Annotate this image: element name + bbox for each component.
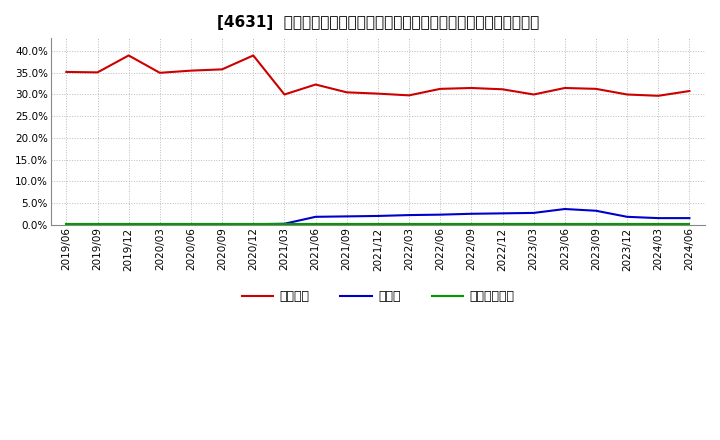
Legend: 自己資本, のれん, 繰延税金資産: 自己資本, のれん, 繰延税金資産 (237, 285, 519, 308)
繰延税金資産 (186, 222, 195, 227)
自己資本 (436, 86, 444, 92)
繰延税金資産 (343, 222, 351, 227)
繰延税金資産 (623, 222, 631, 227)
繰延税金資産 (280, 222, 289, 227)
のれん (218, 222, 227, 227)
のれん (654, 216, 662, 221)
のれん (436, 212, 444, 217)
のれん (685, 216, 694, 221)
のれん (125, 222, 133, 227)
のれん (280, 221, 289, 227)
自己資本 (467, 85, 476, 91)
のれん (249, 222, 258, 227)
繰延税金資産 (125, 222, 133, 227)
自己資本 (156, 70, 164, 75)
自己資本 (311, 82, 320, 87)
のれん (405, 213, 413, 218)
自己資本 (343, 90, 351, 95)
自己資本 (93, 70, 102, 75)
Line: のれん: のれん (66, 209, 690, 224)
のれん (623, 214, 631, 220)
自己資本 (280, 92, 289, 97)
繰延税金資産 (592, 222, 600, 227)
のれん (62, 222, 71, 227)
繰延税金資産 (311, 222, 320, 227)
自己資本 (560, 85, 569, 91)
自己資本 (249, 53, 258, 58)
繰延税金資産 (498, 222, 507, 227)
繰延税金資産 (218, 222, 227, 227)
繰延税金資産 (93, 222, 102, 227)
自己資本 (125, 53, 133, 58)
のれん (560, 206, 569, 212)
繰延税金資産 (405, 222, 413, 227)
自己資本 (592, 86, 600, 92)
のれん (186, 222, 195, 227)
繰延税金資産 (654, 222, 662, 227)
繰延税金資産 (560, 222, 569, 227)
自己資本 (623, 92, 631, 97)
繰延税金資産 (249, 222, 258, 227)
繰延税金資産 (62, 222, 71, 227)
自己資本 (62, 70, 71, 75)
のれん (311, 214, 320, 220)
繰延税金資産 (685, 222, 694, 227)
自己資本 (529, 92, 538, 97)
繰延税金資産 (374, 222, 382, 227)
繰延税金資産 (467, 222, 476, 227)
のれん (498, 211, 507, 216)
のれん (467, 211, 476, 216)
自己資本 (218, 67, 227, 72)
自己資本 (685, 88, 694, 94)
繰延税金資産 (156, 222, 164, 227)
のれん (592, 208, 600, 213)
繰延税金資産 (436, 222, 444, 227)
繰延税金資産 (529, 222, 538, 227)
自己資本 (654, 93, 662, 99)
自己資本 (498, 87, 507, 92)
のれん (374, 213, 382, 219)
自己資本 (374, 91, 382, 96)
Line: 自己資本: 自己資本 (66, 55, 690, 96)
Title: [4631]  自己資本、のれん、繰延税金資産の総資産に対する比率の推移: [4631] 自己資本、のれん、繰延税金資産の総資産に対する比率の推移 (217, 15, 539, 30)
のれん (343, 214, 351, 219)
のれん (529, 210, 538, 216)
自己資本 (405, 93, 413, 98)
のれん (93, 222, 102, 227)
のれん (156, 222, 164, 227)
自己資本 (186, 68, 195, 73)
